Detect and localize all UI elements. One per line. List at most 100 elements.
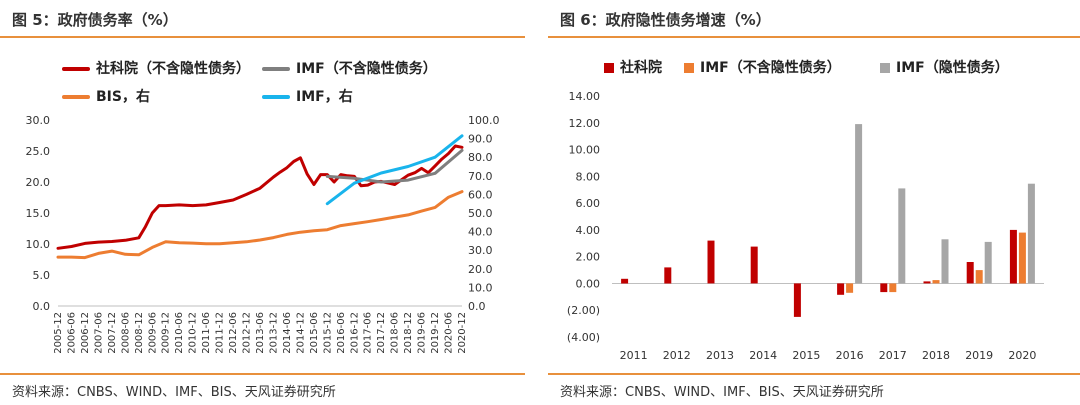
right-y-tick-label: 90.0 — [468, 133, 493, 146]
right-y-tick-label: 60.0 — [468, 188, 493, 201]
bar-x-tick-label: 2020 — [1008, 349, 1036, 362]
left-legend-label-2: BIS，右 — [96, 89, 150, 105]
right-source-note: 资料来源：CNBS、WIND、IMF、BIS、天风证券研究所 — [560, 385, 884, 400]
bar-x-tick-label: 2018 — [922, 349, 950, 362]
right-legend-item-0: 社科院 — [604, 57, 662, 77]
right-y-tick-label: 30.0 — [468, 244, 493, 257]
bar-2011-s0 — [621, 278, 629, 284]
left-legend-item-3: IMF，右 — [262, 86, 353, 106]
x-tick-label: 2015-12 — [322, 312, 333, 354]
left-y-tick-label: 0.0 — [33, 300, 51, 313]
right-legend-label-0: 社科院 — [620, 60, 662, 76]
right-y-tick-label: 40.0 — [468, 226, 493, 239]
bar-2015-s0 — [793, 283, 801, 317]
bar-y-tick-label: 8.00 — [576, 170, 601, 183]
left-source-note: 资料来源：CNBS、WIND、IMF、BIS、天风证券研究所 — [12, 385, 336, 400]
bar-y-tick-label: 12.00 — [569, 117, 601, 130]
x-tick-label: 2006-12 — [80, 312, 91, 354]
bar-y-tick-label: (2.00) — [567, 304, 600, 317]
left-legend-swatch-2 — [62, 95, 90, 99]
x-tick-label: 2008-12 — [134, 312, 145, 354]
bar-x-tick-label: 2015 — [792, 349, 820, 362]
right-chart-title: 图 6：政府隐性债务增速（%） — [560, 11, 771, 29]
left-y-tick-label: 5.0 — [33, 269, 51, 282]
bar-2020-s2 — [1027, 183, 1035, 284]
bar-x-tick-label: 2012 — [663, 349, 691, 362]
right-legend-swatch-2 — [880, 63, 890, 73]
left-y-tick-label: 15.0 — [26, 207, 51, 220]
x-tick-label: 2012-06 — [228, 312, 239, 354]
x-tick-label: 2018-12 — [403, 312, 414, 354]
x-tick-label: 2011-06 — [201, 312, 212, 354]
bar-y-tick-label: 4.00 — [576, 224, 601, 237]
x-tick-label: 2011-12 — [215, 312, 226, 354]
bar-y-tick-label: (4.00) — [567, 331, 600, 344]
bar-x-tick-label: 2011 — [620, 349, 648, 362]
left-legend-item-2: BIS，右 — [62, 86, 150, 106]
left-legend-label-1: IMF（不含隐性债务） — [296, 61, 437, 77]
right-y-tick-label: 100.0 — [468, 114, 500, 127]
x-tick-label: 2020-06 — [444, 312, 455, 354]
bar-2017-s0 — [880, 283, 888, 293]
x-tick-label: 2016-06 — [336, 312, 347, 354]
right-legend-label-2: IMF（隐性债务） — [896, 60, 1009, 76]
x-tick-label: 2010-12 — [188, 312, 199, 354]
bar-2018-s0 — [923, 281, 931, 284]
x-tick-label: 2019-12 — [430, 312, 441, 354]
right-legend-label-1: IMF（不含隐性债务） — [700, 60, 841, 76]
bar-2020-s0 — [1009, 229, 1017, 284]
left-y-tick-label: 30.0 — [26, 114, 51, 127]
left-y-tick-label: 25.0 — [26, 145, 51, 158]
bar-y-tick-label: 14.00 — [569, 90, 601, 103]
right-y-tick-label: 10.0 — [468, 281, 493, 294]
x-tick-label: 2017-12 — [376, 312, 387, 354]
left-legend-label-0: 社科院（不含隐性债务） — [96, 61, 250, 77]
x-tick-label: 2020-12 — [457, 312, 468, 354]
x-tick-label: 2007-06 — [93, 312, 104, 354]
bar-y-tick-label: 6.00 — [576, 197, 601, 210]
right-y-tick-label: 20.0 — [468, 263, 493, 276]
series-line-3 — [325, 134, 464, 206]
x-tick-label: 2005-12 — [53, 312, 64, 354]
right-panel: 图 6：政府隐性债务增速（%） 社科院 IMF（不含隐性债务） IMF（隐性债务… — [548, 0, 1080, 405]
bar-2020-s1 — [1018, 232, 1026, 284]
bar-x-tick-label: 2017 — [879, 349, 907, 362]
x-tick-label: 2006-06 — [66, 312, 77, 354]
x-tick-label: 2013-12 — [268, 312, 279, 354]
series-line-2 — [56, 190, 464, 260]
bar-2019-s0 — [966, 262, 974, 284]
x-tick-label: 2018-06 — [390, 312, 401, 354]
bar-2018-s1 — [932, 280, 940, 284]
bar-x-tick-label: 2016 — [836, 349, 864, 362]
right-y-tick-label: 80.0 — [468, 151, 493, 164]
right-bar-chart: (4.00) (2.00) 0.00 2.00 4.00 6.00 8.00 10.00 12.… — [567, 90, 1044, 362]
left-line-chart: 0.0 5.0 10.0 15.0 20.0 25.0 30.0 0.0 10.0 20.0 30.… — [26, 114, 500, 354]
right-legend-swatch-0 — [604, 63, 614, 73]
series-line-1 — [325, 148, 464, 184]
left-y-tick-label: 20.0 — [26, 176, 51, 189]
bar-2016-s1 — [846, 283, 854, 293]
left-chart-title: 图 5：政府债务率（%） — [12, 11, 178, 29]
bar-2013-s0 — [707, 240, 715, 284]
right-legend-item-1: IMF（不含隐性债务） — [684, 57, 841, 77]
left-legend-swatch-0 — [62, 67, 90, 71]
bar-2017-s2 — [898, 188, 906, 284]
left-panel: 图 5：政府债务率（%） 社科院（不含隐性债务） IMF（不含隐性债务） BIS… — [0, 0, 525, 405]
bar-x-tick-label: 2019 — [965, 349, 993, 362]
left-footer-rule — [0, 373, 525, 375]
x-tick-label: 2019-06 — [417, 312, 428, 354]
right-y-tick-label: 70.0 — [468, 170, 493, 183]
left-legend-swatch-3 — [262, 95, 290, 99]
x-tick-label: 2008-06 — [120, 312, 131, 354]
bar-x-tick-label: 2014 — [749, 349, 777, 362]
x-tick-label: 2010-06 — [174, 312, 185, 354]
right-y-tick-label: 0.0 — [468, 300, 486, 313]
x-tick-label: 2007-12 — [107, 312, 118, 354]
bar-2016-s0 — [837, 283, 845, 295]
x-tick-label: 2013-06 — [255, 312, 266, 354]
bar-y-tick-label: 2.00 — [576, 251, 601, 264]
left-y-tick-label: 10.0 — [26, 238, 51, 251]
bar-2012-s0 — [664, 267, 672, 284]
x-tick-label: 2014-06 — [282, 312, 293, 354]
right-legend-item-2: IMF（隐性债务） — [880, 57, 1009, 77]
